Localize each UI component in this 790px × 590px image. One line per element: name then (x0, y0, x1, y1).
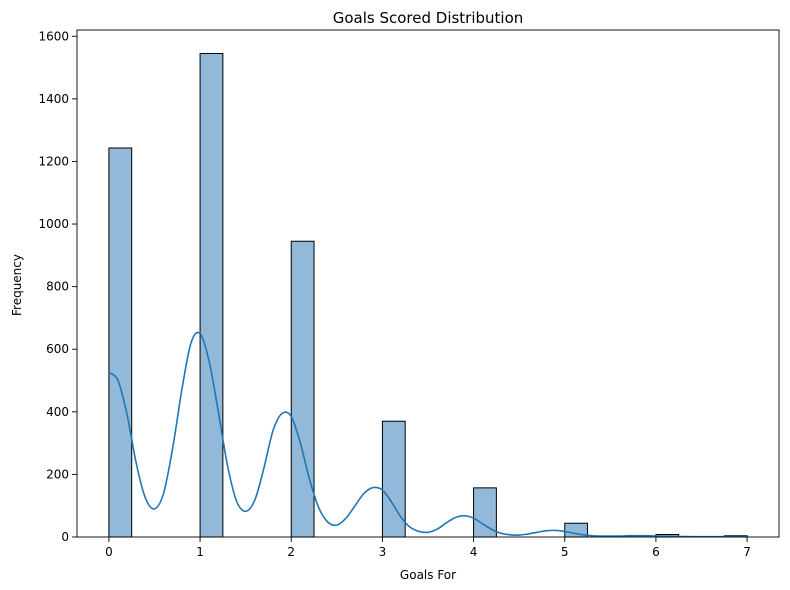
y-tick-label: 1400 (38, 92, 69, 106)
x-tick-label: 0 (105, 545, 113, 559)
y-tick-label: 1000 (38, 217, 69, 231)
histogram-bar (199, 52, 224, 538)
kde-line (108, 331, 748, 538)
y-tick-label: 1200 (38, 154, 69, 168)
y-tick-label: 600 (46, 342, 69, 356)
x-tick-label: 5 (561, 545, 569, 559)
x-tick-label: 4 (470, 545, 478, 559)
y-tick-label: 200 (46, 467, 69, 481)
x-axis-ticks: 0 1 2 3 4 5 6 7 (105, 537, 751, 559)
histogram-bar (290, 240, 315, 538)
y-axis-label: Frequency (10, 254, 24, 316)
x-axis-label: Goals For (400, 568, 456, 582)
x-tick-label: 3 (379, 545, 387, 559)
x-tick-label: 6 (652, 545, 660, 559)
chart-title: Goals Scored Distribution (333, 9, 524, 27)
y-tick-label: 1600 (38, 29, 69, 43)
y-tick-label: 0 (61, 530, 69, 544)
y-tick-label: 800 (46, 280, 69, 294)
x-tick-label: 1 (196, 545, 204, 559)
y-tick-label: 400 (46, 405, 69, 419)
histogram-bar (108, 147, 133, 538)
y-axis-ticks: 0 200 400 600 800 1000 1200 1400 1600 (38, 29, 77, 544)
histogram-bar (381, 420, 406, 538)
x-tick-label: 7 (743, 545, 751, 559)
x-tick-label: 2 (287, 545, 295, 559)
plot-frame (76, 29, 780, 538)
